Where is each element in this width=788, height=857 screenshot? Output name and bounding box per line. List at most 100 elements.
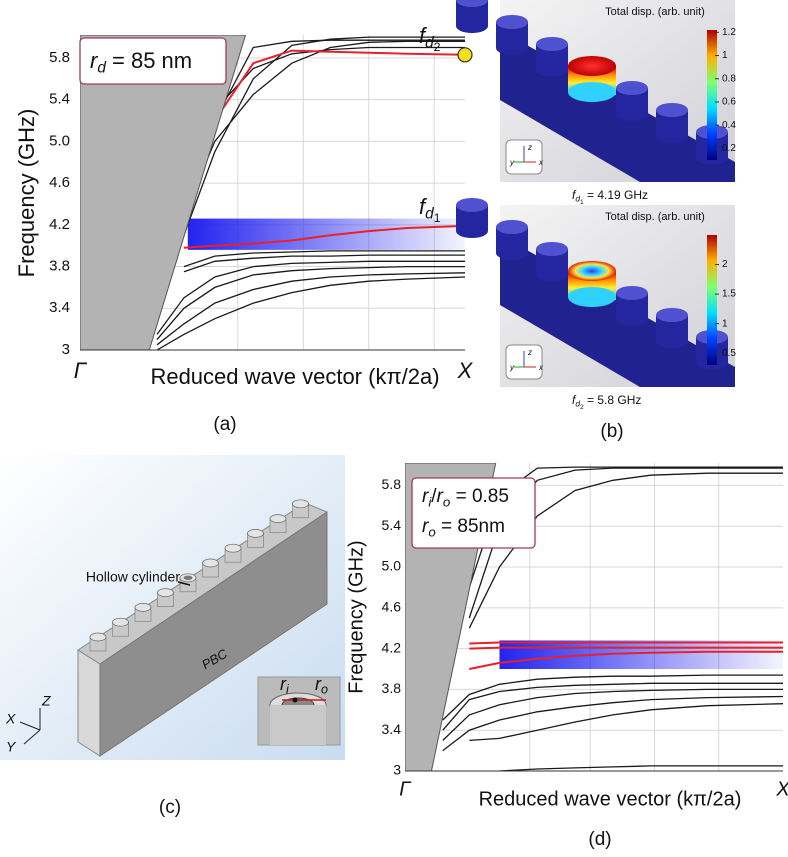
callout: Hollow cylinder <box>86 569 180 585</box>
cylinder-top <box>292 499 309 509</box>
annotation-box <box>411 477 536 549</box>
y-tick-label: 3.8 <box>49 258 70 275</box>
dispersion-line <box>183 250 465 268</box>
axis-x <box>19 721 41 731</box>
cylinder-bottom <box>536 63 568 77</box>
slab-side <box>77 649 101 757</box>
text-part: f <box>572 188 577 202</box>
cylinder-top <box>568 261 616 281</box>
triad-label: z <box>527 143 532 152</box>
cylinder-top <box>496 220 528 234</box>
text-part: r <box>280 674 287 694</box>
text-part: = 85nm <box>436 516 505 537</box>
cylinder-top <box>247 529 264 538</box>
subscript: 1 <box>580 199 584 206</box>
subscript: o <box>443 494 450 509</box>
dispersion-line <box>442 688 783 741</box>
cylinder-top <box>536 37 568 51</box>
panel-label: (d) <box>588 829 611 850</box>
subscript: i <box>428 494 432 509</box>
dispersion-line <box>499 765 783 771</box>
text-part: = 4.19 GHz <box>584 188 648 202</box>
annotation: rd = 85 nm <box>90 48 192 77</box>
text-part: r <box>315 674 322 694</box>
colorbar-tick-label: 0.5 <box>722 348 736 359</box>
cylinder-top <box>224 543 242 553</box>
text-part: r <box>422 486 429 507</box>
cylinder-bottom <box>456 224 488 238</box>
dispersion-line <box>156 276 465 350</box>
marker-label: fd2 <box>419 23 441 54</box>
dispersion-line <box>183 254 465 273</box>
dispersion-line <box>183 40 465 215</box>
slab-front <box>99 511 328 757</box>
text-part: = 0.85 <box>450 486 509 507</box>
cylinder-top <box>616 81 648 95</box>
cylinder-bottom <box>536 268 568 282</box>
light-cone <box>80 35 247 350</box>
y-axis-label: Frequency (GHz) <box>345 540 367 693</box>
cylinder-top <box>134 603 152 612</box>
triad-label: x <box>538 363 544 372</box>
cylinder-top <box>616 286 648 300</box>
y-tick-label: 3 <box>393 762 401 778</box>
dispersion-line <box>183 36 465 236</box>
dispersion-line <box>442 695 783 752</box>
panel-c <box>0 455 345 760</box>
text-part: f <box>419 194 428 219</box>
x-tick-label: X <box>457 358 474 383</box>
cylinder-top <box>112 617 129 627</box>
axis-label: X <box>5 711 16 727</box>
radius-label: ri <box>280 674 290 697</box>
y-tick-label: 4.2 <box>49 216 70 233</box>
center-dot <box>292 697 298 703</box>
cylinder-top <box>656 103 688 117</box>
render-title: Total disp. (arb. unit) <box>605 211 705 223</box>
render <box>456 0 735 182</box>
subscript: 2 <box>434 40 441 54</box>
panel-label: (b) <box>600 421 623 442</box>
dispersion-line <box>214 39 465 121</box>
dispersion-line <box>214 46 465 111</box>
cylinder-hole <box>183 575 193 580</box>
dispersion-line <box>469 703 783 742</box>
render-title: Total disp. (arb. unit) <box>605 6 705 18</box>
cylinder-top <box>496 15 528 29</box>
annotation-box <box>79 37 227 85</box>
y-axis-label: Frequency (GHz) <box>14 109 39 278</box>
axis-y <box>23 729 41 745</box>
subscript: o <box>428 524 435 539</box>
subscript: i <box>286 683 290 697</box>
cylinder-top <box>269 514 287 523</box>
text-part: f <box>572 393 577 407</box>
subscript: 1 <box>434 211 441 225</box>
callout-arrow <box>177 581 191 586</box>
y-tick-label: 5.4 <box>382 517 402 533</box>
colorbar-tick-label: 0.8 <box>722 73 736 84</box>
mode-marker <box>457 47 473 63</box>
cylinder-bottom <box>456 19 488 33</box>
cylinder-bottom <box>568 82 616 102</box>
dispersion-line <box>183 224 465 249</box>
x-axis-label: Reduced wave vector (kπ/2a) <box>150 364 439 389</box>
x-axis-label: Reduced wave vector (kπ/2a) <box>479 788 742 810</box>
cylinder-top <box>568 56 616 76</box>
colorbar <box>707 235 717 365</box>
y-tick-label: 5.8 <box>382 476 402 492</box>
dispersion-line <box>442 682 783 731</box>
y-tick-label: 5.0 <box>49 132 70 149</box>
cylinder-bottom <box>496 246 528 260</box>
subscript: d <box>575 399 580 409</box>
text-part: = 5.8 GHz <box>584 393 642 407</box>
triad-label: y <box>509 158 515 167</box>
text-part: f <box>419 23 428 48</box>
colorbar-tick-label: 0.6 <box>722 97 736 108</box>
cylinder-bottom <box>496 41 528 55</box>
subscript: o <box>321 683 328 697</box>
y-tick-label: 5.4 <box>49 91 70 108</box>
dispersion-line <box>469 641 783 645</box>
colorbar-tick-label: 2 <box>722 259 728 270</box>
colorbar-tick-label: 0.2 <box>722 143 736 154</box>
annotation: ro = 85nm <box>422 516 505 539</box>
